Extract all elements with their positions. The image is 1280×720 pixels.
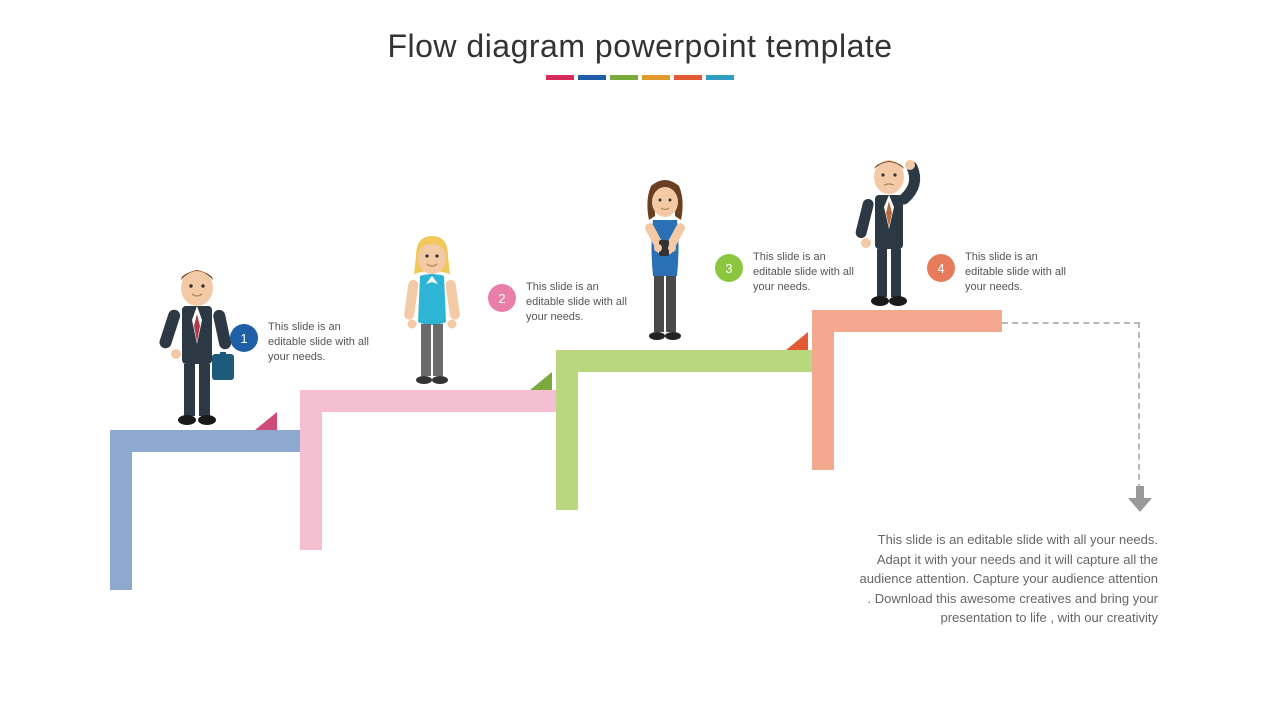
step-2-triangle — [530, 372, 552, 390]
arrow-down-icon — [1128, 486, 1152, 512]
person-3-woman-phone — [625, 176, 705, 352]
connector-vertical — [1138, 322, 1140, 490]
step-1-vertical — [110, 430, 132, 590]
person-2-woman-blonde — [392, 232, 472, 392]
step-3-number: 3 — [715, 254, 743, 282]
diagram-stage: 1 This slide is an editable slide with a… — [0, 0, 1280, 720]
step-4-vertical — [812, 310, 834, 470]
step-2-label: This slide is an editable slide with all… — [526, 280, 636, 325]
step-1-triangle — [255, 412, 277, 430]
step-4-label: This slide is an editable slide with all… — [965, 250, 1075, 295]
person-4-man-confused — [844, 155, 934, 313]
step-2-vertical — [300, 390, 322, 550]
footer-paragraph: This slide is an editable slide with all… — [858, 530, 1158, 628]
step-number-text: 2 — [498, 291, 505, 306]
step-3-triangle — [786, 332, 808, 350]
person-1-businessman — [152, 264, 242, 434]
step-number-text: 4 — [937, 261, 944, 276]
step-2-horizontal — [300, 390, 556, 412]
step-2-number: 2 — [488, 284, 516, 312]
step-3-horizontal — [556, 350, 812, 372]
step-4-horizontal — [812, 310, 1002, 332]
step-3-vertical — [556, 350, 578, 510]
step-1-label: This slide is an editable slide with all… — [268, 320, 378, 365]
step-number-text: 3 — [725, 261, 732, 276]
connector-horizontal — [1002, 322, 1140, 324]
